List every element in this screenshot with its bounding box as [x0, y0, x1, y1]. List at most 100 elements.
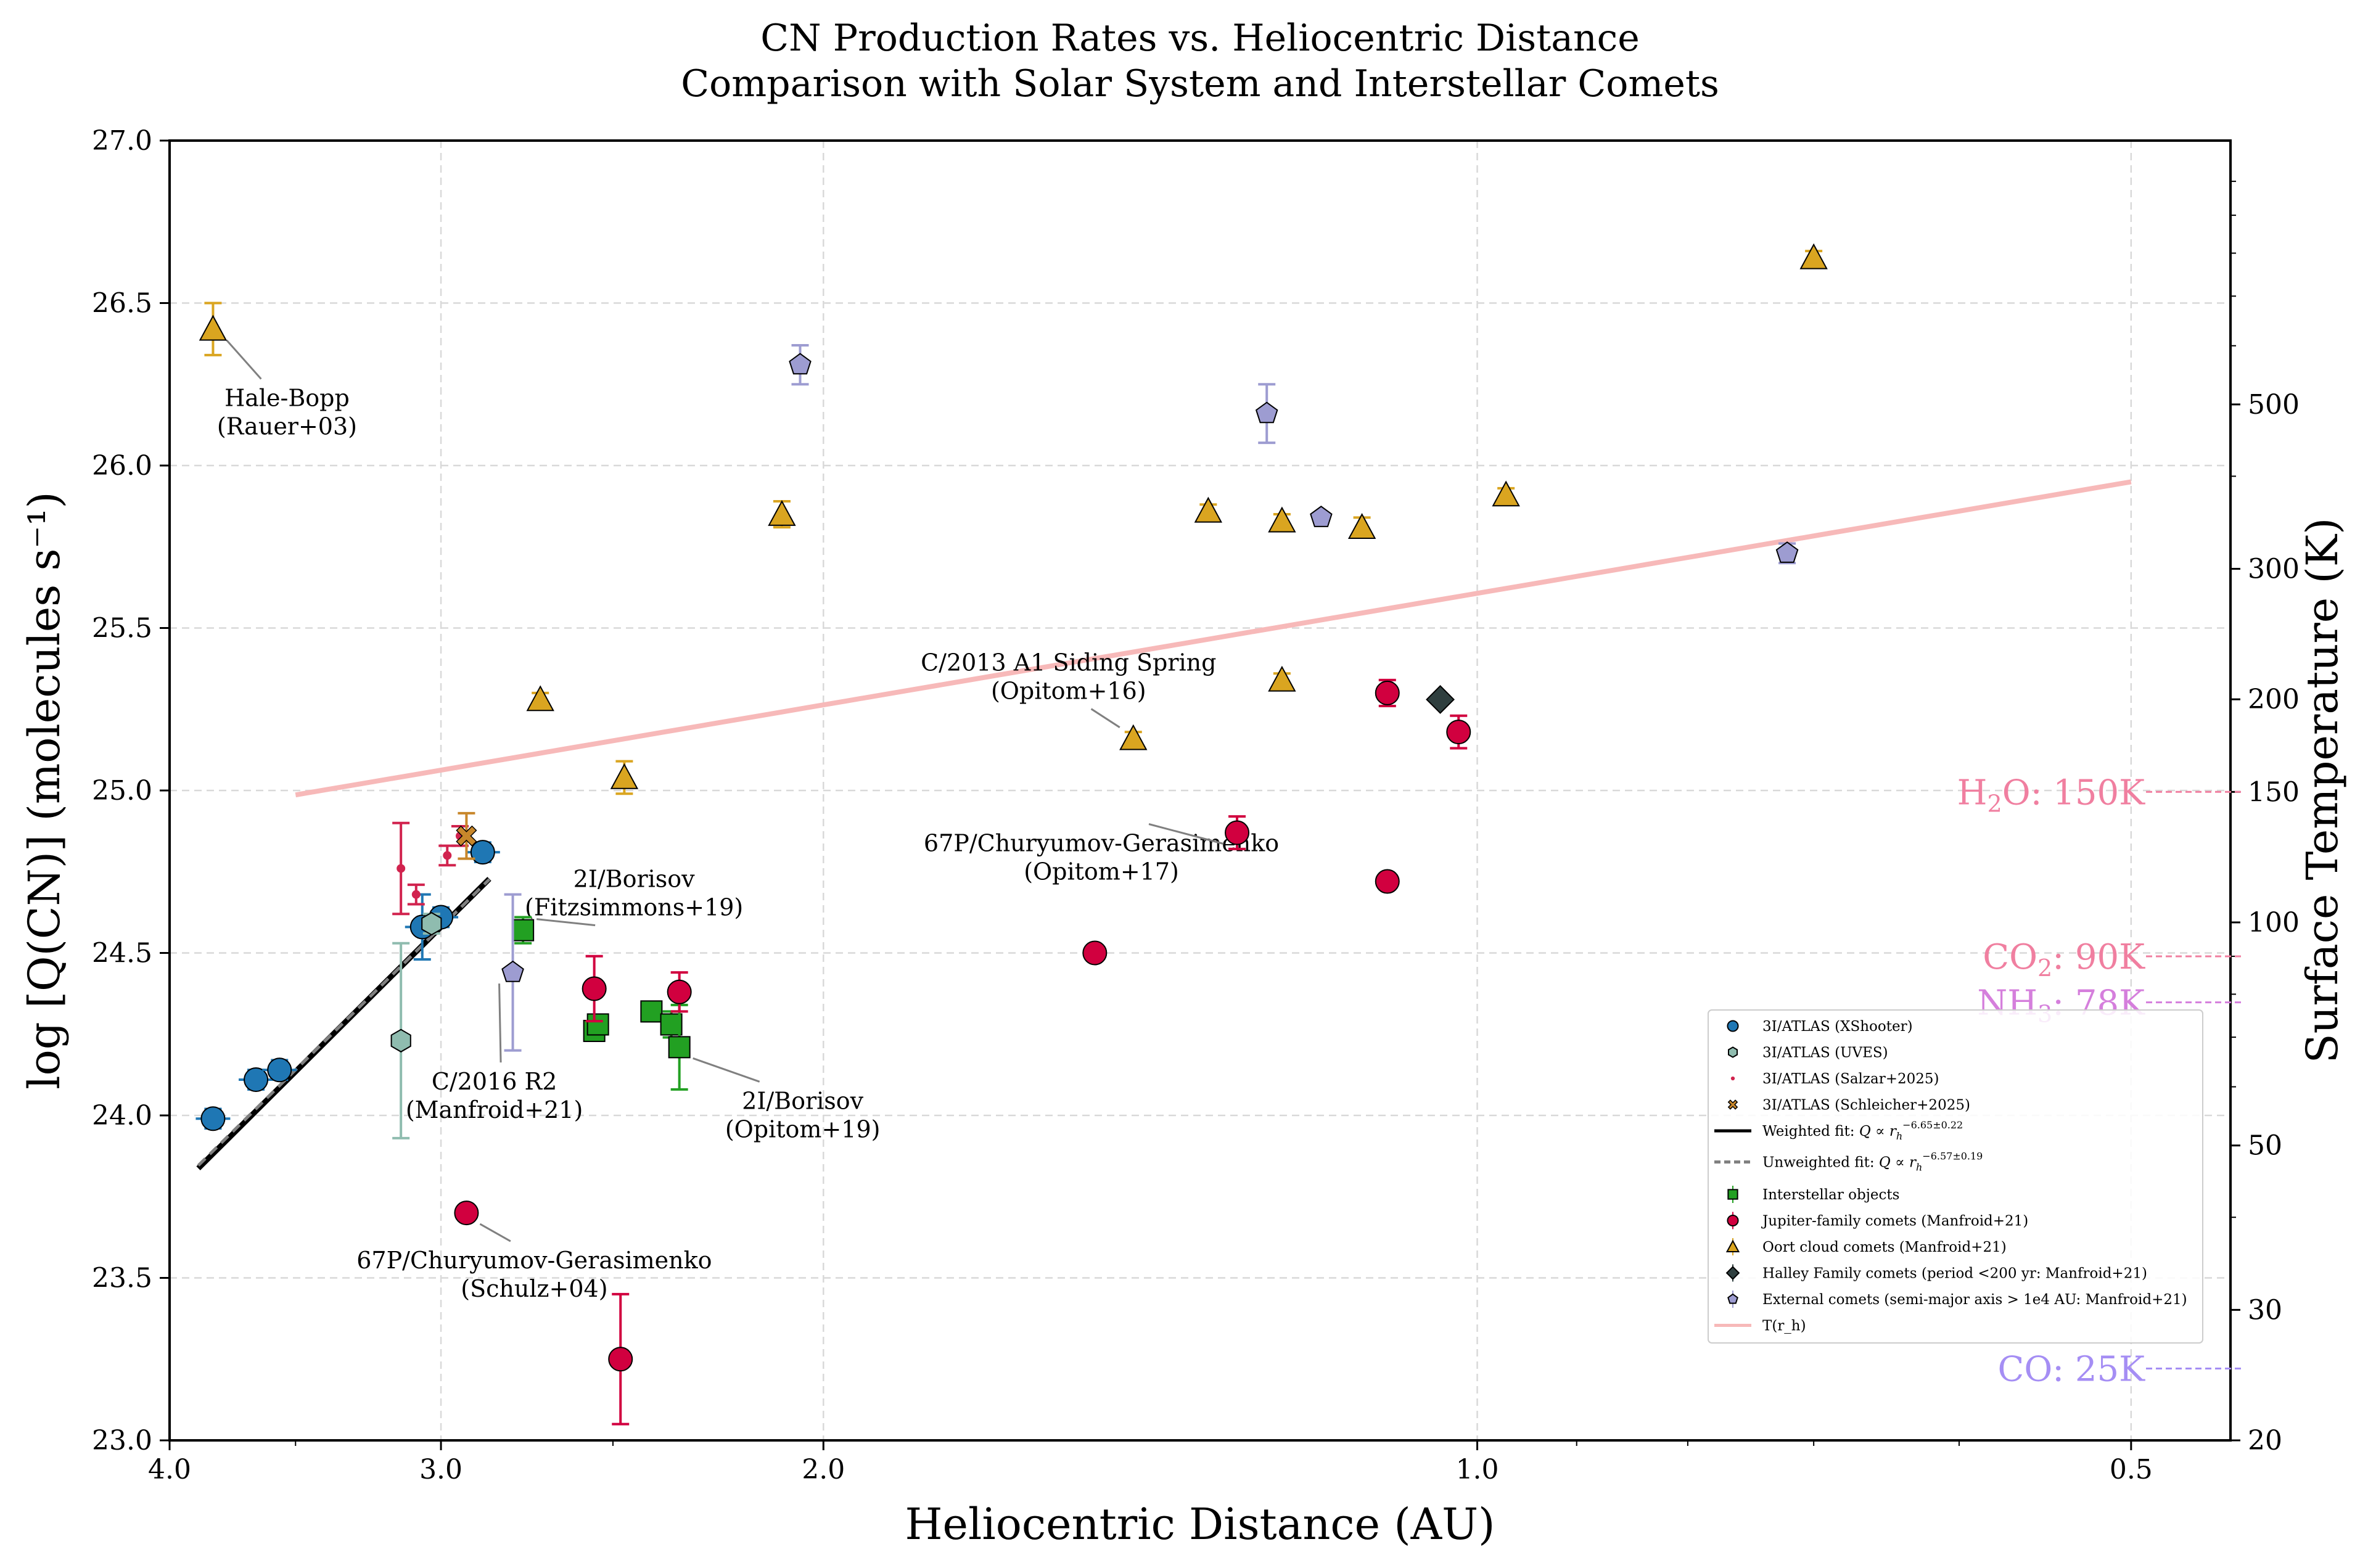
legend-item: Weighted fit: Q ∝ rh−6.65±0.22	[1714, 1119, 1963, 1142]
legend-label: T(r_h)	[1762, 1318, 1806, 1334]
data-point	[789, 353, 812, 375]
legend-label: 3I/ATLAS (Schleicher+2025)	[1762, 1098, 1970, 1114]
annotation-text: 67P/Churyumov-Gerasimenko	[356, 1247, 712, 1274]
annotation-text: (Opitom+19)	[725, 1115, 881, 1143]
y-tick-label: 27.0	[92, 125, 152, 157]
legend-label: External comets (semi-major axis > 1e4 A…	[1762, 1292, 2187, 1308]
data-point	[586, 1013, 609, 1036]
y-tick-label: 26.5	[92, 288, 152, 319]
legend-marker	[1725, 1239, 1740, 1253]
y-tick-label: 24.5	[92, 938, 152, 969]
data-point	[1799, 243, 1828, 269]
y-tick-label: 24.0	[92, 1100, 152, 1131]
legend-box	[1708, 1009, 2203, 1344]
data-point	[200, 1106, 226, 1131]
axis-ticks: 4.0 3.0 2.0 1.0 0.5 23.0 23.5 24.0 24.5 25.0 25.5 2…	[92, 125, 2300, 1485]
annotation: 2I/Borisov(Fitzsimmons+19)	[525, 866, 743, 927]
annotations: Hale-Bopp(Rauer+03) 2I/Borisov(Fitzsimmon…	[217, 339, 1279, 1302]
series-7	[1426, 685, 1455, 714]
y-tick-label: 23.0	[92, 1425, 152, 1456]
x-tick-label: 0.5	[2110, 1454, 2153, 1485]
data-point	[768, 499, 796, 526]
y2-tick-label: 150	[2248, 776, 2300, 808]
annotation: C/2013 A1 Siding Spring(Opitom+16)	[921, 649, 1216, 728]
data-point	[1119, 724, 1148, 750]
legend-label: Unweighted fit: Q ∝ rh−6.57±0.19	[1762, 1151, 1983, 1173]
x-tick-label: 4.0	[148, 1454, 191, 1485]
annotation: 2I/Borisov(Opitom+19)	[693, 1057, 881, 1143]
annotation: 67P/Churyumov-Gerasimenko(Schulz+04)	[356, 1223, 712, 1302]
y2-tick-label: 200	[2248, 684, 2300, 715]
annotation-text: 2I/Borisov	[574, 866, 695, 893]
data-point	[411, 890, 421, 899]
data-point	[668, 1036, 691, 1059]
annotation-text: (Manfroid+21)	[406, 1096, 583, 1123]
data-point	[1375, 869, 1400, 894]
data-point	[456, 825, 477, 847]
series-2	[392, 821, 469, 916]
legend-label: 3I/ATLAS (Salzar+2025)	[1762, 1071, 1939, 1087]
data-point	[1492, 480, 1520, 507]
data-point	[1255, 401, 1278, 424]
legend-marker	[1730, 1076, 1735, 1081]
legend-item: T(r_h)	[1714, 1318, 1806, 1334]
legend-marker	[1727, 1099, 1738, 1110]
legend-label: Oort cloud comets (Manfroid+21)	[1762, 1239, 2007, 1255]
legend-item: Unweighted fit: Q ∝ rh−6.57±0.19	[1714, 1151, 1983, 1173]
data-point	[1775, 541, 1799, 563]
legend-marker	[1727, 1189, 1738, 1200]
legend-marker	[1725, 1266, 1740, 1280]
x-axis-label: Heliocentric Distance (AU)	[905, 1499, 1495, 1550]
data-point	[667, 979, 692, 1004]
data-point	[1225, 820, 1250, 845]
series-1	[390, 911, 442, 1139]
annotation-text: C/2016 R2	[432, 1068, 557, 1095]
legend-marker	[1728, 1046, 1738, 1058]
annotation-text: Hale-Bopp	[224, 385, 350, 412]
y-tick-label: 23.5	[92, 1263, 152, 1294]
data-point	[421, 911, 442, 936]
data-point	[608, 1347, 633, 1372]
annotation-connector	[498, 983, 502, 1063]
legend-marker-shape	[1727, 1099, 1738, 1110]
data-point	[470, 840, 495, 865]
legend-item: Interstellar objects	[1727, 1186, 1899, 1203]
annotation-text: (Fitzsimmons+19)	[525, 894, 743, 921]
x-tick-label: 3.0	[419, 1454, 462, 1485]
annotation-text: C/2013 A1 Siding Spring	[921, 649, 1216, 676]
chart-title: CN Production Rates vs. Heliocentric Dis…	[760, 17, 1640, 60]
series-5	[454, 678, 1471, 1426]
annotation-text: (Rauer+03)	[217, 413, 357, 440]
annotation-text: (Schulz+04)	[461, 1275, 607, 1302]
series-8	[501, 344, 1799, 1052]
temperature-layer	[295, 479, 2132, 798]
data-point	[526, 685, 554, 712]
legend-item: Jupiter-family comets (Manfroid+21)	[1727, 1212, 2028, 1229]
data-points	[195, 243, 1828, 1426]
annotation-text: (Opitom+16)	[991, 678, 1146, 705]
data-point	[397, 864, 406, 873]
data-point	[1268, 665, 1296, 692]
y2-tick-label: 30	[2248, 1294, 2282, 1326]
data-point	[640, 1000, 663, 1023]
annotation-connector	[536, 918, 596, 927]
annotation-connector	[226, 339, 262, 380]
data-point	[610, 763, 639, 789]
data-point	[454, 1201, 479, 1226]
y2-tick-label: 20	[2248, 1425, 2282, 1456]
legend-item: 3I/ATLAS (Salzar+2025)	[1730, 1071, 1939, 1087]
legend-item: 3I/ATLAS (Schleicher+2025)	[1727, 1098, 1970, 1114]
annotation-text: (Opitom+17)	[1024, 858, 1179, 885]
data-point	[267, 1057, 292, 1083]
threshold: H2O: 150K	[1957, 773, 2245, 817]
data-point	[1268, 506, 1296, 533]
x-tick-label: 1.0	[1456, 1454, 1499, 1485]
y-tick-label: 25.5	[92, 613, 152, 644]
data-point	[582, 976, 607, 1001]
data-point	[1426, 685, 1455, 714]
y2-tick-label: 500	[2248, 389, 2300, 421]
y-axis-label: log [Q(CN)] (molecules s⁻¹)	[19, 491, 70, 1089]
data-point	[1347, 513, 1376, 539]
data-point	[443, 851, 452, 860]
